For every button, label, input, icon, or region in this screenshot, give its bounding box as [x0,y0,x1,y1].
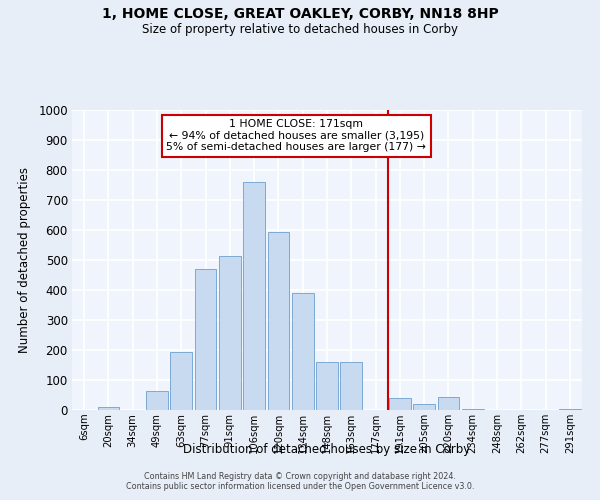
Text: Size of property relative to detached houses in Corby: Size of property relative to detached ho… [142,22,458,36]
Text: Contains public sector information licensed under the Open Government Licence v3: Contains public sector information licen… [126,482,474,491]
Y-axis label: Number of detached properties: Number of detached properties [18,167,31,353]
Bar [97,407,119,410]
Bar [389,398,411,410]
Bar [413,404,435,410]
Text: 1, HOME CLOSE, GREAT OAKLEY, CORBY, NN18 8HP: 1, HOME CLOSE, GREAT OAKLEY, CORBY, NN18… [101,8,499,22]
Bar [194,269,217,410]
Bar [146,390,168,410]
Text: 1 HOME CLOSE: 171sqm
← 94% of detached houses are smaller (3,195)
5% of semi-det: 1 HOME CLOSE: 171sqm ← 94% of detached h… [166,119,427,152]
Bar [462,408,484,410]
Bar [437,396,460,410]
Bar [340,362,362,410]
Text: Distribution of detached houses by size in Corby: Distribution of detached houses by size … [184,442,470,456]
Bar [292,293,314,410]
Bar [243,182,265,410]
Text: Contains HM Land Registry data © Crown copyright and database right 2024.: Contains HM Land Registry data © Crown c… [144,472,456,481]
Bar [219,256,241,410]
Bar [170,352,192,410]
Bar [268,232,289,410]
Bar [559,408,581,410]
Bar [316,362,338,410]
